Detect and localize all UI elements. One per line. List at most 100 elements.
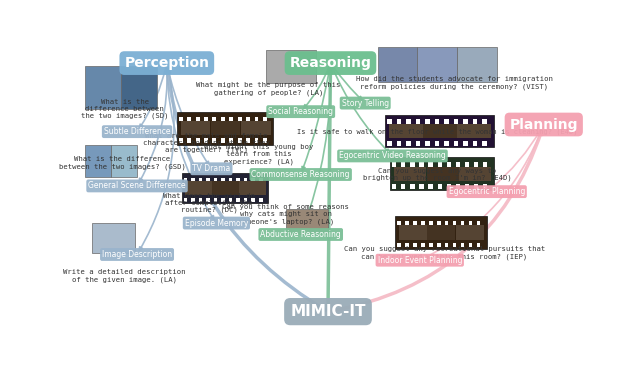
- Bar: [286, 209, 328, 234]
- Bar: [421, 243, 424, 247]
- Bar: [255, 116, 259, 121]
- FancyArrowPatch shape: [302, 66, 331, 230]
- Bar: [259, 178, 262, 182]
- Text: TV Drama: TV Drama: [192, 164, 230, 173]
- Bar: [444, 119, 449, 124]
- Bar: [457, 47, 497, 82]
- Bar: [229, 197, 232, 202]
- Bar: [188, 138, 191, 143]
- Bar: [185, 181, 212, 195]
- Bar: [461, 221, 465, 226]
- FancyArrowPatch shape: [140, 66, 174, 250]
- Text: Social Reasoning: Social Reasoning: [268, 107, 333, 116]
- Bar: [206, 178, 210, 182]
- Text: MIMIC-IT: MIMIC-IT: [291, 304, 365, 319]
- Text: What might this young boy
learn from this
experience? (LA): What might this young boy learn from thi…: [204, 144, 313, 165]
- Bar: [246, 138, 250, 143]
- Bar: [474, 184, 478, 189]
- Bar: [445, 221, 449, 226]
- Bar: [259, 197, 262, 202]
- Bar: [429, 184, 433, 189]
- Bar: [468, 243, 472, 247]
- Bar: [196, 116, 200, 121]
- Bar: [438, 162, 442, 167]
- FancyBboxPatch shape: [385, 115, 494, 147]
- Bar: [211, 121, 241, 135]
- Bar: [405, 221, 408, 226]
- Text: Reasoning: Reasoning: [289, 56, 371, 70]
- Bar: [397, 119, 401, 124]
- Bar: [459, 167, 491, 181]
- Bar: [255, 138, 259, 143]
- Bar: [435, 141, 439, 146]
- Bar: [473, 141, 477, 146]
- Bar: [221, 197, 225, 202]
- Bar: [413, 243, 417, 247]
- Bar: [465, 184, 469, 189]
- Bar: [397, 221, 401, 226]
- Bar: [252, 197, 255, 202]
- Text: What is the
difference between
the two images? (SD): What is the difference between the two i…: [81, 99, 168, 119]
- Bar: [392, 184, 396, 189]
- FancyArrowPatch shape: [302, 66, 330, 170]
- Bar: [468, 221, 472, 226]
- Text: Egocentric Video Reasoning: Egocentric Video Reasoning: [339, 151, 446, 160]
- Text: What are the male and female
characters holding while they
are together? (TVC): What are the male and female characters …: [143, 133, 270, 153]
- Bar: [244, 178, 248, 182]
- Bar: [477, 243, 481, 247]
- Bar: [477, 221, 481, 226]
- Bar: [389, 124, 423, 138]
- Bar: [424, 124, 457, 138]
- Bar: [237, 138, 241, 143]
- Bar: [180, 121, 211, 135]
- Bar: [427, 167, 459, 181]
- Text: Perception: Perception: [124, 56, 209, 70]
- Bar: [221, 178, 225, 182]
- Bar: [438, 184, 442, 189]
- Text: Can you think of some reasons
why cats might sit on
someone's laptop? (LA): Can you think of some reasons why cats m…: [223, 204, 349, 225]
- Bar: [198, 178, 202, 182]
- Text: Indoor Event Planning: Indoor Event Planning: [378, 256, 462, 265]
- Bar: [465, 162, 469, 167]
- Bar: [221, 116, 225, 121]
- FancyArrowPatch shape: [332, 66, 389, 152]
- Bar: [179, 116, 182, 121]
- Bar: [387, 119, 392, 124]
- Bar: [444, 141, 449, 146]
- Bar: [406, 141, 411, 146]
- Bar: [419, 184, 424, 189]
- Bar: [246, 116, 250, 121]
- Bar: [184, 197, 187, 202]
- Bar: [214, 178, 217, 182]
- Bar: [454, 119, 458, 124]
- Bar: [179, 138, 182, 143]
- FancyBboxPatch shape: [395, 216, 487, 249]
- Bar: [410, 162, 415, 167]
- Bar: [456, 162, 460, 167]
- Bar: [417, 47, 457, 82]
- Text: What is the difference
between the two images? (GSD): What is the difference between the two i…: [59, 156, 186, 170]
- FancyArrowPatch shape: [424, 127, 543, 258]
- Bar: [244, 197, 248, 202]
- Bar: [435, 119, 439, 124]
- Text: Can you suggest any ways to
brighten up the room I'm in? (E4D): Can you suggest any ways to brighten up …: [363, 168, 511, 181]
- Bar: [191, 197, 195, 202]
- Bar: [458, 124, 491, 138]
- Text: What might be the purpose of this
gathering of people? (LA): What might be the purpose of this gather…: [196, 82, 340, 96]
- Bar: [198, 197, 202, 202]
- Text: Subtle Difference: Subtle Difference: [104, 127, 170, 136]
- Text: Write a detailed description
of the given image. (LA): Write a detailed description of the give…: [63, 269, 186, 283]
- Bar: [483, 162, 487, 167]
- Bar: [392, 162, 396, 167]
- Bar: [212, 138, 216, 143]
- Bar: [204, 116, 208, 121]
- Bar: [212, 116, 216, 121]
- Bar: [394, 167, 426, 181]
- Bar: [229, 138, 233, 143]
- Text: Is it safe to walk on the floor while the woman is cleaning? (E4D): Is it safe to walk on the floor while th…: [297, 128, 577, 135]
- Bar: [252, 178, 255, 182]
- Text: Abductive Reasoning: Abductive Reasoning: [260, 230, 341, 239]
- FancyArrowPatch shape: [332, 65, 362, 100]
- Bar: [456, 184, 460, 189]
- Bar: [214, 197, 217, 202]
